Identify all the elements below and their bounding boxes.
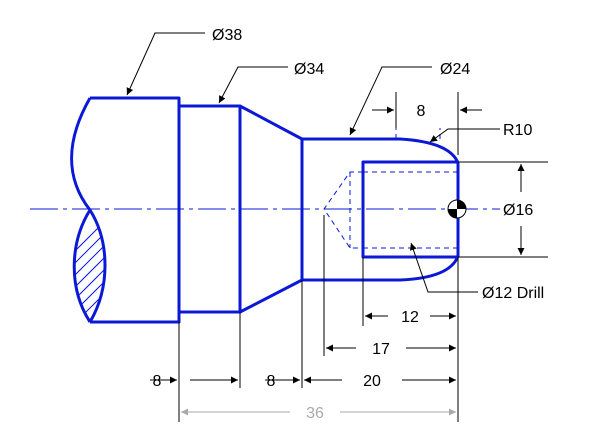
diameter-leaders: [126, 32, 500, 293]
break-curve: [70, 97, 92, 323]
taper: [239, 104, 303, 314]
label-dia-34: Ø34: [294, 61, 324, 78]
label-r10: R10: [503, 122, 532, 139]
label-dim-8-left: 8: [153, 373, 162, 390]
label-dia-24: Ø24: [440, 61, 470, 78]
center-mark: [447, 199, 467, 219]
section-dia-34: [179, 104, 242, 314]
part-outline: [70, 96, 460, 324]
label-dim-12: 12: [401, 309, 419, 326]
section-dia-38: [90, 96, 181, 324]
dim-8-top: [372, 92, 482, 155]
label-dim-17: 17: [372, 341, 390, 358]
label-dia-38: Ø38: [212, 27, 242, 44]
label-dia-16: Ø16: [503, 202, 533, 219]
label-drill: Ø12 Drill: [482, 285, 544, 302]
bore-dia-16: [361, 160, 458, 259]
label-dim-20: 20: [363, 373, 381, 390]
extension-lines: [178, 215, 459, 422]
label-dim-8-top: 8: [417, 103, 426, 120]
label-dim-36: 36: [306, 405, 324, 422]
label-dim-8-mid: 8: [267, 373, 276, 390]
dim-dia-16: [458, 161, 548, 258]
break-curve-inner: [88, 209, 107, 323]
break-hatch: [74, 210, 105, 322]
